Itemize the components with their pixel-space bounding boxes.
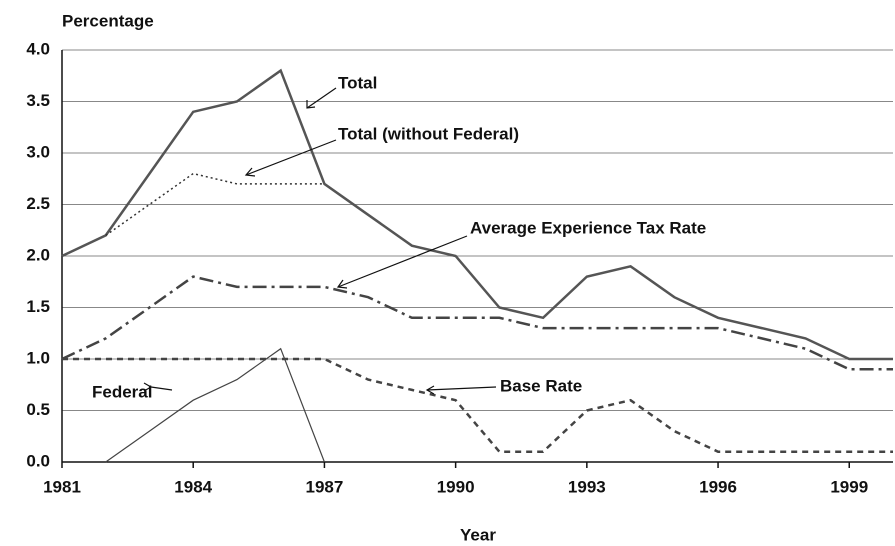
series-line <box>105 347 325 463</box>
x-tick-label: 1999 <box>830 477 868 496</box>
annotations: Total Total (without Federal) Average Ex… <box>92 73 706 401</box>
y-tick-label: 4.0 <box>26 39 50 58</box>
y-axis-label: Percentage <box>62 11 154 30</box>
y-tick-label: 2.5 <box>26 194 50 213</box>
annotation: Base Rate <box>500 376 582 395</box>
y-tick-label: 2.0 <box>26 245 50 264</box>
x-axis-label: Year <box>460 525 496 544</box>
x-tick-label: 1984 <box>174 477 212 496</box>
series-line <box>62 357 893 453</box>
arrow-head <box>244 167 256 177</box>
arrow-head <box>425 385 435 395</box>
arrow <box>245 139 337 176</box>
arrow <box>150 386 173 391</box>
arrow <box>306 87 337 109</box>
x-tick-label: 1993 <box>568 477 606 496</box>
arrow <box>426 386 497 391</box>
y-tick-label: 0.5 <box>26 400 50 419</box>
arrow <box>337 235 468 288</box>
annotation: Total <box>338 73 377 92</box>
y-tick-label: 3.5 <box>26 91 50 110</box>
y-tick-label: 0.0 <box>26 451 50 470</box>
arrow-head <box>306 100 316 109</box>
plot: 0.0 0.5 1.0 1.5 2.0 2.5 3.0 3.5 4.0 1981 1984 1987 1… <box>26 39 893 496</box>
series-line <box>61 68 893 361</box>
arrow-head <box>336 279 348 289</box>
arrow-head <box>143 382 153 392</box>
annotation: Total (without Federal) <box>338 124 519 143</box>
series-line <box>61 275 893 371</box>
annotation: Federal <box>92 382 152 401</box>
y-tick-label: 1.5 <box>26 297 50 316</box>
x-tick-label: 1990 <box>437 477 475 496</box>
x-tick-label: 1981 <box>43 477 81 496</box>
annotation: Average Experience Tax Rate <box>470 218 706 237</box>
y-tick-label: 1.0 <box>26 348 50 367</box>
y-tick-label: 3.0 <box>26 142 50 161</box>
x-tick-label: 1996 <box>699 477 737 496</box>
x-tick-label: 1987 <box>306 477 344 496</box>
